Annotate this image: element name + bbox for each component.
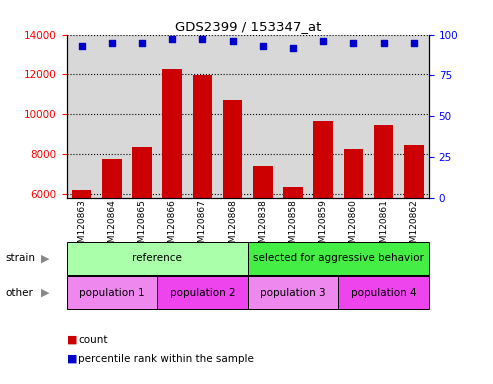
Point: [138, 40, 146, 46]
Text: population 1: population 1: [79, 288, 144, 298]
Text: population 2: population 2: [170, 288, 235, 298]
Text: ■: ■: [67, 335, 77, 345]
Text: other: other: [5, 288, 33, 298]
Point: [350, 40, 357, 46]
Text: count: count: [78, 335, 107, 345]
Text: population 3: population 3: [260, 288, 326, 298]
Bar: [404, 145, 423, 313]
Title: GDS2399 / 153347_at: GDS2399 / 153347_at: [175, 20, 321, 33]
Point: [199, 36, 207, 43]
Point: [380, 40, 387, 46]
Point: [229, 38, 237, 44]
Text: ■: ■: [67, 354, 77, 364]
Bar: [162, 70, 182, 313]
Bar: [102, 159, 122, 313]
Text: percentile rank within the sample: percentile rank within the sample: [78, 354, 254, 364]
Bar: [283, 187, 303, 313]
Point: [319, 38, 327, 44]
Point: [108, 40, 116, 46]
Point: [259, 43, 267, 49]
Text: ▶: ▶: [41, 288, 50, 298]
Point: [410, 40, 418, 46]
Bar: [374, 125, 393, 313]
Bar: [223, 100, 243, 313]
Bar: [344, 149, 363, 313]
Point: [168, 36, 176, 43]
Text: ▶: ▶: [41, 253, 50, 263]
Bar: [253, 166, 273, 313]
Bar: [193, 75, 212, 313]
Point: [289, 45, 297, 51]
Bar: [72, 190, 92, 313]
Bar: [314, 121, 333, 313]
Text: selected for aggressive behavior: selected for aggressive behavior: [253, 253, 424, 263]
Point: [78, 43, 86, 49]
Text: reference: reference: [132, 253, 182, 263]
Text: population 4: population 4: [351, 288, 417, 298]
Bar: [132, 147, 152, 313]
Text: strain: strain: [5, 253, 35, 263]
